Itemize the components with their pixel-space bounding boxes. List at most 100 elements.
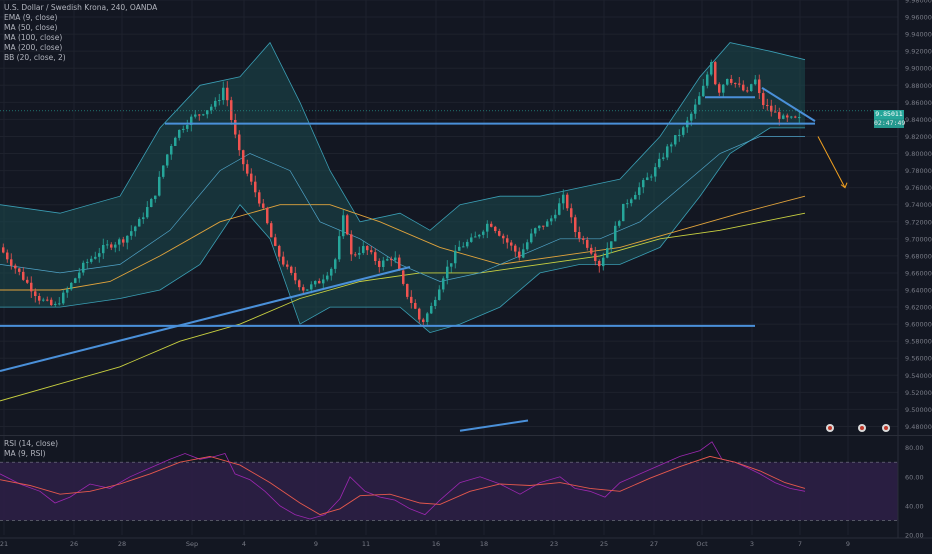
candle-body <box>786 115 789 118</box>
candle-body <box>62 292 65 304</box>
price-axis-label: 9.78000 <box>905 167 932 175</box>
bollinger-lower <box>0 127 805 334</box>
pane-separator <box>0 435 932 436</box>
candle-body <box>522 249 525 258</box>
legend-bb: BB (20, close, 2) <box>4 53 66 62</box>
candle-body <box>554 214 557 219</box>
candle-body <box>362 246 365 253</box>
candle-body <box>774 111 777 113</box>
price-axis-label: 9.98000 <box>905 0 932 5</box>
event-icon-dot <box>860 426 864 430</box>
candle-body <box>666 146 669 158</box>
price-axis-label: 9.80000 <box>905 150 932 158</box>
candle-body <box>530 233 533 243</box>
time-axis-label: 26 <box>70 540 78 548</box>
candle-body <box>2 247 5 253</box>
candle-body <box>70 282 73 290</box>
candle-body <box>210 106 213 111</box>
candle-body <box>94 256 97 259</box>
candle-body <box>410 296 413 303</box>
candle-body <box>46 299 49 301</box>
rsi-legend-rsi: RSI (14, close) <box>4 439 59 448</box>
candle-body <box>630 199 633 204</box>
candle-body <box>758 79 761 94</box>
time-axis-label: Sep <box>186 540 198 548</box>
candle-body <box>374 252 377 261</box>
price-axis-label: 9.74000 <box>905 201 932 209</box>
candle-body <box>642 180 645 188</box>
candle-body <box>202 114 205 116</box>
candle-body <box>262 203 265 208</box>
candle-body <box>490 223 493 227</box>
time-axis-label: 25 <box>600 540 608 548</box>
price-axis-label: 9.82000 <box>905 133 932 141</box>
candle-body <box>194 114 197 117</box>
candle-body <box>178 129 181 138</box>
time-axis-label: 9 <box>846 540 850 548</box>
rsi-band-fill <box>0 462 898 521</box>
candle-body <box>594 253 597 261</box>
candle-body <box>714 62 717 85</box>
candle-body <box>310 284 313 290</box>
candle-body <box>294 272 297 281</box>
candle-body <box>558 203 561 215</box>
candle-body <box>458 246 461 251</box>
candle-body <box>26 279 29 283</box>
candle-body <box>282 256 285 265</box>
rsi-line <box>0 441 806 520</box>
candle-body <box>30 282 33 292</box>
candle-body <box>538 225 541 229</box>
price-axis-label: 9.52000 <box>905 389 932 397</box>
time-axis-label: 9 <box>314 540 318 548</box>
candle-body <box>518 251 521 258</box>
price-axis-label: 9.94000 <box>905 31 932 39</box>
candle-body <box>418 308 421 320</box>
time-axis-label: 16 <box>432 540 440 548</box>
price-axis-label: 9.66000 <box>905 269 932 277</box>
chart-legend: U.S. Dollar / Swedish Krona, 240, OANDA … <box>4 3 157 63</box>
candle-body <box>150 199 153 208</box>
time-axis-label: 4 <box>242 540 246 548</box>
candle-body <box>66 289 69 293</box>
candle-body <box>646 177 649 181</box>
candle-body <box>218 100 221 102</box>
candle-body <box>510 242 513 246</box>
rsi-legend-ma: MA (9, RSI) <box>4 449 46 458</box>
price-axis-label: 9.84000 <box>905 116 932 124</box>
candle-body <box>182 128 185 130</box>
candle-body <box>266 207 269 224</box>
candle-body <box>414 302 417 309</box>
candle-body <box>358 252 361 255</box>
candle-body <box>42 299 45 301</box>
price-axis-label: 9.58000 <box>905 338 932 346</box>
candle-body <box>582 238 585 240</box>
candle-body <box>422 319 425 323</box>
legend-ema: EMA (9, close) <box>4 13 58 22</box>
candle-body <box>6 252 9 260</box>
candle-body <box>398 257 401 271</box>
candle-body <box>174 137 177 146</box>
candle-body <box>542 225 545 227</box>
candle-body <box>366 246 369 251</box>
candle-body <box>494 226 497 232</box>
candle-body <box>90 258 93 262</box>
projection-arrow-head <box>840 182 848 189</box>
candle-body <box>742 84 745 91</box>
candle-body <box>466 241 469 247</box>
candle-body <box>298 280 301 288</box>
legend-ma50: MA (50, close) <box>4 23 58 32</box>
rsi-axis-label: 60.00 <box>905 473 924 481</box>
candle-body <box>246 164 249 174</box>
candle-body <box>226 87 229 101</box>
rsi-ma-line <box>0 455 806 516</box>
candle-body <box>198 114 201 116</box>
candle-body <box>402 270 405 284</box>
candle-body <box>790 116 793 118</box>
candle-body <box>514 245 517 252</box>
candle-body <box>606 248 609 258</box>
time-axis-label: 7 <box>798 540 802 548</box>
price-axis-label: 9.90000 <box>905 65 932 73</box>
candle-body <box>738 83 741 85</box>
